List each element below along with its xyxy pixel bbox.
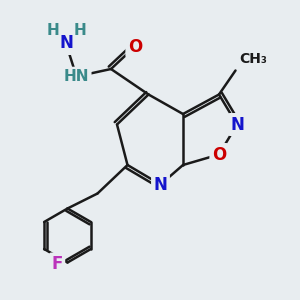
Text: HN: HN <box>64 69 89 84</box>
Text: CH₃: CH₃ <box>239 52 267 66</box>
Text: O: O <box>128 38 142 56</box>
Text: N: N <box>59 34 73 52</box>
Text: H: H <box>73 23 86 38</box>
Text: N: N <box>230 116 244 134</box>
Text: F: F <box>51 255 63 273</box>
Text: H: H <box>46 23 59 38</box>
Text: N: N <box>154 176 167 194</box>
Text: O: O <box>212 146 226 164</box>
